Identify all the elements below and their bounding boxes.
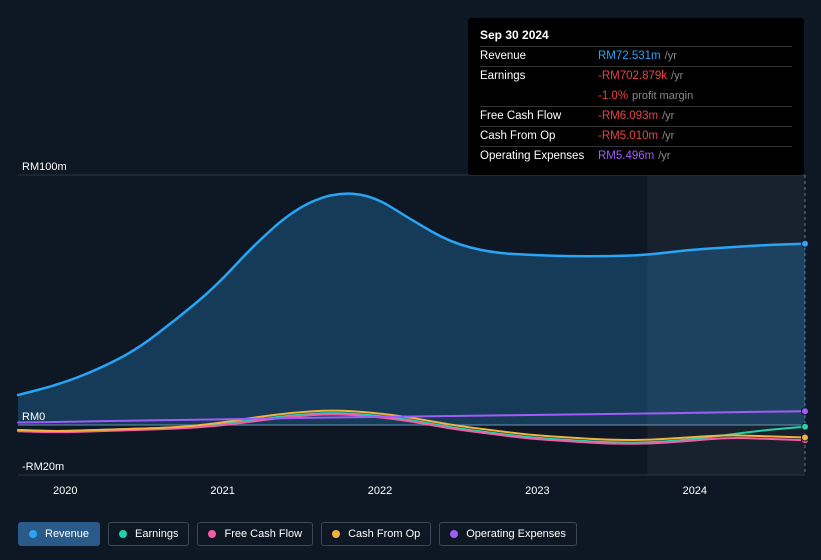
- y-axis-label: -RM20m: [22, 461, 64, 473]
- tooltip-metric-suffix: /yr: [662, 128, 674, 145]
- tooltip-metric-value: -1.0%: [598, 88, 628, 105]
- legend-item-fcf[interactable]: Free Cash Flow: [197, 522, 313, 546]
- x-axis-label: 2023: [525, 485, 549, 497]
- legend-dot-icon: [29, 530, 37, 538]
- tooltip-metric-label: Revenue: [480, 48, 598, 65]
- tooltip-date: Sep 30 2024: [480, 26, 792, 44]
- tooltip-metric-label: Free Cash Flow: [480, 108, 598, 125]
- legend-label: Free Cash Flow: [224, 528, 302, 540]
- legend-label: Revenue: [45, 528, 89, 540]
- y-axis-label: RM0: [22, 411, 45, 423]
- chart-tooltip: Sep 30 2024 RevenueRM72.531m/yrEarnings-…: [468, 18, 804, 175]
- tooltip-metric-value: -RM6.093m: [598, 108, 658, 125]
- legend-label: Cash From Op: [348, 528, 420, 540]
- y-axis-label: RM100m: [22, 161, 67, 173]
- legend-label: Earnings: [135, 528, 178, 540]
- legend-dot-icon: [119, 530, 127, 538]
- legend-dot-icon: [208, 530, 216, 538]
- legend-item-opex[interactable]: Operating Expenses: [439, 522, 577, 546]
- tooltip-row: -1.0%profit margin: [480, 87, 792, 106]
- tooltip-metric-label: Cash From Op: [480, 128, 598, 145]
- legend-item-revenue[interactable]: Revenue: [18, 522, 100, 546]
- tooltip-metric-label: [480, 88, 598, 105]
- x-axis-label: 2024: [683, 485, 707, 497]
- tooltip-row: Operating ExpensesRM5.496m/yr: [480, 146, 792, 166]
- tooltip-metric-value: RM72.531m: [598, 48, 661, 65]
- chart-legend: Revenue Earnings Free Cash Flow Cash From O…: [18, 522, 577, 546]
- tooltip-row: Earnings-RM702.879k/yr: [480, 66, 792, 86]
- legend-item-earnings[interactable]: Earnings: [108, 522, 189, 546]
- tooltip-metric-label: Earnings: [480, 68, 598, 85]
- tooltip-metric-suffix: /yr: [671, 68, 683, 85]
- x-axis-label: 2021: [210, 485, 234, 497]
- tooltip-row: Cash From Op-RM5.010m/yr: [480, 126, 792, 146]
- financial-chart: RM100m RM0 -RM20m 2020 2021 2022 2023 2024 Sep…: [0, 0, 821, 560]
- x-axis-label: 2020: [53, 485, 77, 497]
- tooltip-metric-suffix: /yr: [665, 48, 677, 65]
- tooltip-row: Free Cash Flow-RM6.093m/yr: [480, 106, 792, 126]
- x-axis-label: 2022: [368, 485, 392, 497]
- legend-dot-icon: [450, 530, 458, 538]
- legend-label: Operating Expenses: [466, 528, 566, 540]
- tooltip-row: RevenueRM72.531m/yr: [480, 46, 792, 66]
- legend-item-cfo[interactable]: Cash From Op: [321, 522, 431, 546]
- tooltip-metric-value: RM5.496m: [598, 148, 654, 165]
- tooltip-metric-suffix: /yr: [662, 108, 674, 125]
- tooltip-metric-suffix: profit margin: [632, 88, 693, 105]
- tooltip-metric-value: -RM702.879k: [598, 68, 667, 85]
- legend-dot-icon: [332, 530, 340, 538]
- tooltip-metric-suffix: /yr: [658, 148, 670, 165]
- tooltip-metric-label: Operating Expenses: [480, 148, 598, 165]
- tooltip-metric-value: -RM5.010m: [598, 128, 658, 145]
